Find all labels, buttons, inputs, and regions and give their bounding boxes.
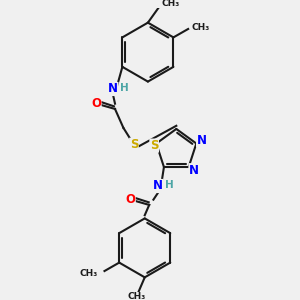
Text: S: S [130,138,138,151]
Text: N: N [189,164,199,177]
Text: O: O [125,193,135,206]
Text: S: S [150,139,158,152]
Text: N: N [153,179,163,193]
Text: CH₃: CH₃ [162,0,180,8]
Text: O: O [91,97,101,110]
Text: H: H [165,180,174,190]
Text: H: H [120,83,129,93]
Text: CH₃: CH₃ [80,268,98,278]
Text: N: N [108,82,118,95]
Text: CH₃: CH₃ [127,292,146,300]
Text: CH₃: CH₃ [191,23,210,32]
Text: N: N [196,134,207,147]
